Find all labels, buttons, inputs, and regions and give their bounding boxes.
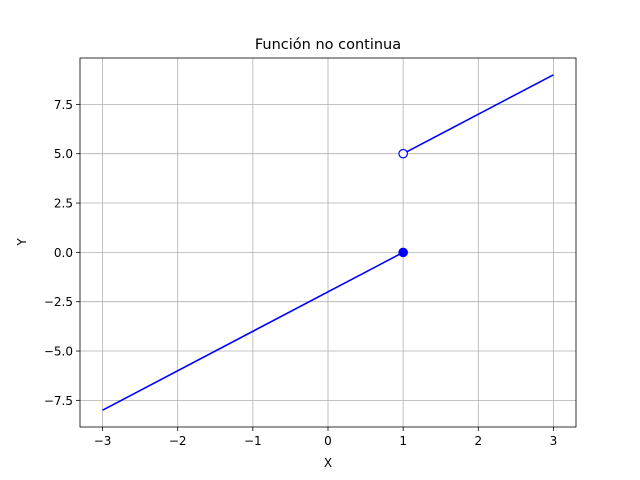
y-tick-label: −2.5 <box>44 295 73 309</box>
filled-point-marker <box>398 247 408 258</box>
y-tick-label: 2.5 <box>54 197 73 211</box>
chart-title: Función no continua <box>255 37 401 53</box>
grid <box>80 58 576 427</box>
x-tick-label: 1 <box>399 434 407 448</box>
series-line-2 <box>402 74 554 155</box>
open-point-marker <box>398 148 408 159</box>
x-tick-label: −2 <box>169 434 187 448</box>
x-tick-label: 3 <box>550 434 558 448</box>
x-axis-label: X <box>324 456 332 470</box>
y-tick-label: −7.5 <box>44 394 73 408</box>
y-tick-label: 7.5 <box>54 98 73 112</box>
series-line-1 <box>102 251 404 411</box>
y-axis-label: Y <box>15 238 29 247</box>
marker-group <box>398 148 408 258</box>
x-tick-label: 0 <box>324 434 332 448</box>
series-group <box>102 74 554 411</box>
y-tick-label: −5.0 <box>44 345 73 359</box>
ticks: −3 −2 −1 0 1 2 3 −7.5 −5.0 −2.5 0.0 2.5 5.0 7.5 <box>44 98 557 448</box>
x-tick-label: 2 <box>474 434 482 448</box>
x-tick-label: −3 <box>94 434 112 448</box>
y-tick-label: 0.0 <box>54 246 73 260</box>
y-tick-label: 5.0 <box>54 147 73 161</box>
x-tick-label: −1 <box>244 434 262 448</box>
